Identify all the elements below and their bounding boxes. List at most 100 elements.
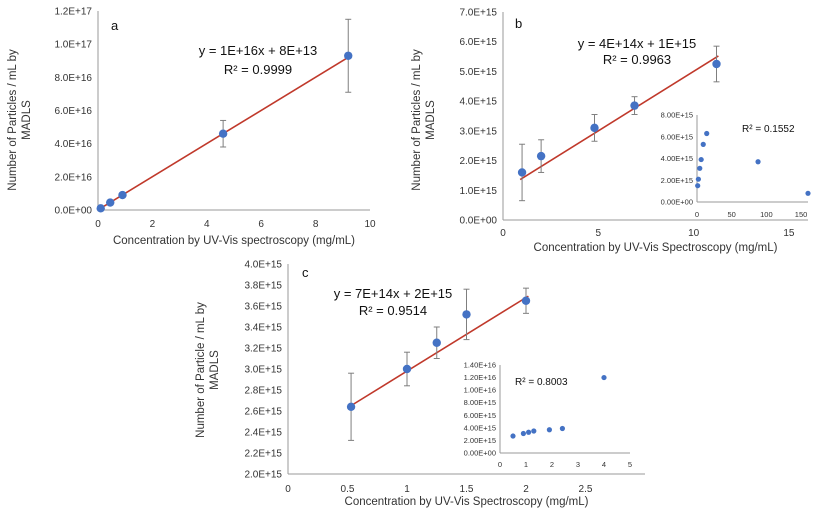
inset-data-point <box>601 374 607 381</box>
y-tick-label: 3.6E+15 <box>244 302 282 313</box>
data-point <box>536 151 546 161</box>
x-axis-title: Concentration by UV-Vis Spectroscopy (mg… <box>534 242 778 254</box>
x-tick-label: 0 <box>95 219 101 230</box>
chart-panel-b: 0.0E+00 1.0E+15 2.0E+15 3.0E+15 4.0E+15 5.0E+… <box>411 8 811 254</box>
x-tick-label: 2 <box>523 484 529 495</box>
y-axis-title: MADLS <box>209 350 221 390</box>
inset-y-tick-label: 1.40E+16 <box>464 361 496 370</box>
y-tick-label: 8.0E+16 <box>54 73 92 84</box>
inset-x-tick-label: 4 <box>602 460 606 469</box>
panel-label: a <box>111 18 119 33</box>
inset-r-squared-label: R² = 0.1552 <box>742 124 795 135</box>
inset-y-tick-label: 6.00E+15 <box>661 132 693 141</box>
y-tick-label: 2.6E+15 <box>244 407 282 418</box>
panel-label: b <box>515 16 522 31</box>
x-tick-label: 1 <box>404 484 410 495</box>
inset-data-point <box>526 429 532 435</box>
y-tick-label: 6.0E+16 <box>54 106 92 117</box>
x-tick-label: 2 <box>150 219 156 230</box>
x-tick-label: 0 <box>500 228 506 239</box>
inset-data-point <box>695 183 701 189</box>
data-point <box>346 402 356 411</box>
inset-x-tick-label: 100 <box>760 210 773 219</box>
r-squared-label: R² = 0.9514 <box>359 303 427 318</box>
y-tick-label: 2.8E+15 <box>244 386 282 397</box>
inset-x-tick-label: 150 <box>795 210 808 219</box>
inset-y-tick-label: 8.00E+15 <box>661 111 693 120</box>
y-tick-label: 0.0E+00 <box>54 206 92 217</box>
inset-data-point <box>559 425 566 432</box>
x-axis-title: Concentration by UV-Vis spectroscopy (mg… <box>113 235 355 247</box>
data-point <box>432 338 441 347</box>
data-point <box>106 198 115 207</box>
inset-r-squared-label: R² = 0.8003 <box>515 377 568 388</box>
y-tick-label: 2.0E+15 <box>244 470 282 481</box>
x-tick-label: 8 <box>313 219 319 230</box>
y-tick-label: 3.4E+15 <box>244 323 282 334</box>
inset-chart: 0.00E+00 2.00E+15 4.00E+15 6.00E+15 8.00E+15… <box>464 361 632 470</box>
inset-data-point <box>546 427 553 433</box>
x-tick-label: 1.5 <box>460 484 474 495</box>
data-point <box>118 190 127 200</box>
trendline <box>519 55 719 181</box>
x-tick-label: 2.5 <box>579 484 593 495</box>
data-point <box>521 296 531 305</box>
inset-data-point <box>697 165 703 171</box>
x-tick-label: 0 <box>285 484 291 495</box>
inset-y-tick-label: 4.00E+15 <box>661 154 693 163</box>
x-tick-label: 10 <box>364 219 376 230</box>
inset-x-tick-label: 50 <box>728 210 736 219</box>
inset-data-point <box>695 176 701 182</box>
y-tick-label: 2.2E+15 <box>244 449 282 460</box>
y-tick-label: 1.2E+17 <box>54 7 92 18</box>
trendline <box>349 295 529 408</box>
inset-y-tick-label: 2.00E+15 <box>661 176 693 185</box>
y-tick-label: 4.0E+15 <box>459 97 497 108</box>
data-point <box>590 123 599 133</box>
data-point <box>402 364 412 374</box>
inset-x-tick-label: 0 <box>695 210 699 219</box>
inset-x-tick-label: 2 <box>550 460 554 469</box>
y-axis-title: Number of Particle / mL by <box>195 302 207 438</box>
inset-data-point <box>700 141 706 147</box>
x-tick-label: 6 <box>258 219 264 230</box>
inset-y-tick-label: 2.00E+15 <box>464 436 496 445</box>
y-tick-label: 7.0E+15 <box>459 8 497 19</box>
inset-data-point <box>755 159 761 165</box>
data-point <box>96 204 105 213</box>
inset-x-tick-label: 3 <box>576 460 580 469</box>
inset-y-tick-label: 8.00E+15 <box>464 398 496 407</box>
y-tick-label: 2.0E+16 <box>54 172 92 183</box>
x-tick-label: 10 <box>688 228 700 239</box>
y-tick-label: 1.0E+17 <box>54 40 92 51</box>
chart-panel-c: 2.0E+15 2.2E+15 2.4E+15 2.6E+15 2.8E+15 3.0E+… <box>195 260 645 508</box>
y-tick-label: 4.0E+16 <box>54 139 92 150</box>
x-tick-label: 5 <box>596 228 602 239</box>
x-axis-title: Concentration by UV-Vis Spectroscopy (mg… <box>345 496 589 508</box>
x-tick-label: 0.5 <box>341 484 355 495</box>
y-tick-label: 3.2E+15 <box>244 344 282 355</box>
y-tick-label: 0.0E+00 <box>459 216 497 227</box>
inset-y-tick-label: 0.00E+00 <box>661 198 693 207</box>
data-point <box>517 168 527 177</box>
inset-y-tick-label: 1.00E+16 <box>464 386 496 395</box>
r-squared-label: R² = 0.9963 <box>603 52 671 67</box>
data-point <box>344 51 353 60</box>
inset-x-tick-label: 0 <box>498 460 502 469</box>
y-tick-label: 6.0E+15 <box>459 37 497 48</box>
y-axis-title: Number of Particles / mL by <box>411 49 423 191</box>
inset-data-point <box>520 430 527 437</box>
y-tick-label: 3.0E+15 <box>244 365 282 376</box>
inset-y-tick-label: 0.00E+00 <box>464 449 496 458</box>
y-axis-title: MADLS <box>21 100 33 140</box>
data-point <box>462 310 471 319</box>
inset-data-point <box>805 190 811 196</box>
chart-panel-a: 0.0E+00 2.0E+16 4.0E+16 6.0E+16 8.0E+16 1.0E+… <box>7 7 376 248</box>
inset-y-tick-label: 4.00E+15 <box>464 423 496 432</box>
x-tick-label: 15 <box>783 228 795 239</box>
inset-y-tick-label: 6.00E+15 <box>464 411 496 420</box>
inset-data-point <box>510 433 516 439</box>
data-point <box>630 101 639 110</box>
y-axis-title: MADLS <box>425 100 437 140</box>
